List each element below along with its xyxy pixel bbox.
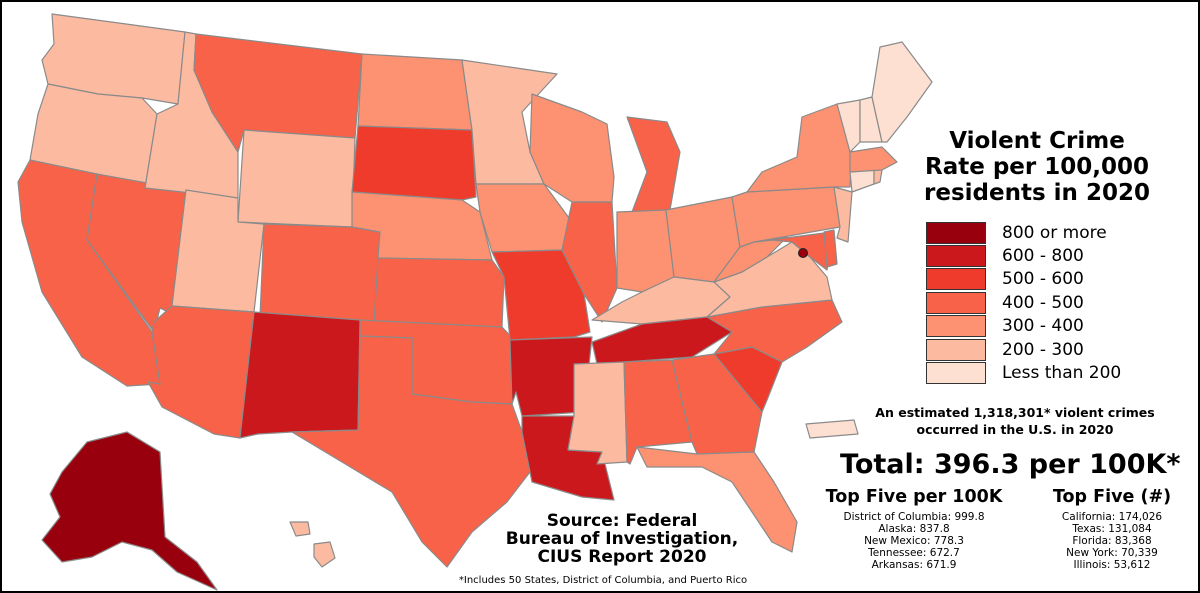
source-line-1: Source: Federal: [546, 511, 698, 531]
top-five-count-item: Texas: 131,084: [1072, 523, 1152, 535]
legend-label: 600 - 800: [1002, 246, 1084, 267]
state-tx: [291, 335, 531, 568]
top-five-rate-heading: Top Five per 100K: [825, 487, 1003, 507]
top-five-count-item: New York: 70,339: [1066, 547, 1158, 559]
total-rate: Total: 396.3 per 100K*: [840, 449, 1181, 480]
top-five-count-item: Illinois: 53,612: [1073, 559, 1151, 571]
state-ma: [849, 146, 898, 173]
legend-swatch: [926, 315, 986, 338]
state-nj: [833, 186, 853, 243]
source-line-2: Bureau of Investigation,: [505, 529, 739, 549]
legend-swatch: [926, 362, 986, 385]
state-mi: [626, 116, 681, 213]
legend-item: 200 - 300: [926, 338, 1121, 361]
state-ct: [849, 169, 875, 193]
state-fl: [636, 446, 798, 553]
legend-label: 500 - 600: [1002, 269, 1084, 290]
state-ri: [873, 169, 883, 185]
top-five-rate-item: Alaska: 837.8: [878, 523, 950, 535]
top-five-count-item: California: 174,026: [1061, 511, 1163, 523]
state-ny: [746, 103, 853, 193]
top-five-count: Top Five (#) California: 174,026 Texas: …: [1037, 487, 1187, 571]
title-line-3: residents in 2020: [924, 180, 1150, 206]
state-ms: [567, 361, 628, 465]
estimate-note: An estimated 1,318,301* violent crimes o…: [870, 404, 1160, 438]
title-line-2: Rate per 100,000: [924, 154, 1149, 180]
state-sd: [351, 125, 477, 201]
estimate-line-2: occurred in the U.S. in 2020: [916, 422, 1114, 437]
state-wy: [237, 129, 356, 228]
top-five-count-heading: Top Five (#): [1052, 487, 1172, 507]
state-nm: [239, 311, 361, 439]
legend-swatch: [926, 338, 986, 361]
estimate-line-1: An estimated 1,318,301* violent crimes: [875, 405, 1155, 420]
state-ia: [475, 183, 573, 253]
state-dc-marker: [798, 248, 808, 258]
top-five-rate-item: Arkansas: 671.9: [871, 559, 957, 571]
legend-label: 400 - 500: [1002, 292, 1084, 313]
legend-item: 600 - 800: [926, 244, 1121, 268]
source-line-3: CIUS Report 2020: [537, 547, 707, 567]
top-five-per-100k: Top Five per 100K District of Columbia: …: [814, 487, 1014, 571]
legend-label: 200 - 300: [1002, 339, 1084, 360]
state-nd: [357, 53, 473, 131]
map-title: Violent Crime Rate per 100,000 residents…: [907, 128, 1167, 206]
legend-item: 800 or more: [926, 221, 1121, 244]
state-in: [616, 209, 675, 293]
state-il: [561, 201, 618, 323]
legend-item: 400 - 500: [926, 291, 1121, 314]
legend-item: 300 - 400: [926, 315, 1121, 338]
footnote: *Includes 50 States, District of Columbi…: [458, 575, 748, 586]
legend-swatch: [926, 268, 986, 291]
state-me: [871, 41, 933, 143]
legend-item: Less than 200: [926, 361, 1122, 385]
source-note: Source: Federal Bureau of Investigation,…: [472, 512, 772, 566]
legend-swatch: [926, 245, 986, 268]
state-ks: [373, 257, 505, 328]
legend-swatch: [926, 221, 986, 244]
state-hi: [289, 521, 336, 568]
legend-swatch: [926, 291, 986, 314]
top-five-rate-item: New Mexico: 778.3: [864, 535, 964, 547]
top-five-count-item: Florida: 83,368: [1072, 535, 1152, 547]
legend: 800 or more 600 - 800 500 - 600 400 - 500 30…: [926, 221, 1121, 385]
title-line-1: Violent Crime: [949, 128, 1125, 154]
legend-label: 300 - 400: [1002, 316, 1084, 337]
state-co: [259, 223, 381, 325]
legend-label: 800 or more: [1002, 222, 1107, 243]
legend-item: 500 - 600: [926, 268, 1121, 291]
state-ak: [41, 431, 218, 591]
state-de: [823, 229, 838, 268]
state-pr: [805, 419, 859, 439]
state-az: [147, 305, 255, 439]
top-five-rate-item: District of Columbia: 999.8: [843, 511, 985, 523]
top-five-rate-item: Tennessee: 672.7: [868, 547, 960, 559]
legend-label: Less than 200: [1002, 363, 1122, 384]
